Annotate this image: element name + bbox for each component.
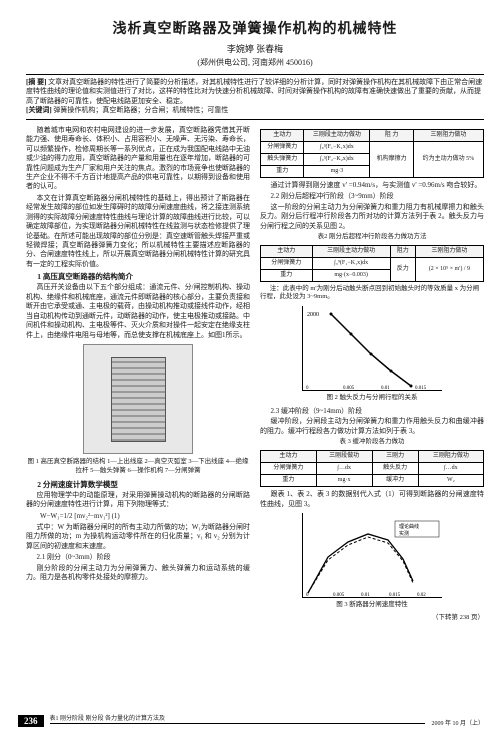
table-row: 主动力 三刚段主动力做功 阻 力 三刚阻力做功 <box>261 129 484 141</box>
svg-text:0.02: 0.02 <box>417 593 426 598</box>
svg-text:0.015: 0.015 <box>389 593 401 598</box>
continue-note: （下转第 238 页） <box>260 614 484 623</box>
page-container: 浅析真空断路器及弹簧操作机构的机械特性 李婉婷 张春梅 (郑州供电公司, 河南郑… <box>0 0 502 632</box>
svg-text:0.015: 0.015 <box>415 386 427 391</box>
th: 三刚阻力做功 <box>413 129 483 141</box>
abstract-label: [摘 要] <box>26 78 46 86</box>
left-column: 随着城市电网和农村电网建设的进一步发展，真空断路器凭借其开断能力强、使用寿命长、… <box>26 126 250 623</box>
abstract-row: [摘 要] 文章对真空断路器的特性进行了简要的分析描述，对其机械特性进行了较详细… <box>26 78 484 106</box>
legend-label: 理论曲线 <box>399 523 419 530</box>
keywords-row: [关键词] 弹簧操作机构；真空断路器；分合闸；机械特性；可靠性 <box>26 106 484 115</box>
para: 随着城市电网和农村电网建设的进一步发展，真空断路器凭借其开断能力强、使用寿命长、… <box>26 126 250 192</box>
section-1-head: 1 高压真空断路器的结构简介 <box>26 272 250 282</box>
chart-2-svg: 2000 0 0.005 0.01 0.015 <box>303 306 443 391</box>
svg-text:0.01: 0.01 <box>361 593 370 598</box>
figure-2-caption: 图 2 触头反力与分闸行程的关系 <box>260 394 484 403</box>
affiliation: (郑州供电公司, 河南郑州 450016) <box>26 57 484 68</box>
breaker-diagram <box>83 344 193 454</box>
svg-text:0.005: 0.005 <box>343 386 355 391</box>
table-2-caption: 表2 刚分后超程冲行阶段各力做功方法 <box>260 233 484 242</box>
figure-3: 理论曲线 实测 0 0.005 0.01 0.015 0.02 图 3 断路器分… <box>260 513 484 610</box>
footer-table-caption: 表1 刚分阶段 刚分段 各力量化的计算方法及 <box>50 713 426 724</box>
svg-text:0.01: 0.01 <box>381 386 390 391</box>
para: 这一阶段的分闸主动力为分闸弹簧力和重力阻力有机械摩擦力和触头反力。刚分后行程冲行… <box>260 203 484 231</box>
th: 三刚段主动力做功 <box>304 129 370 141</box>
table-row: 分闸弹簧力 ∫…dx 触头反力 ∫…dx <box>261 463 484 475</box>
table-row: 主动力 三刚段主动力做功 阻力 三刚阻力做功 <box>261 245 484 257</box>
authors: 李婉婷 张春梅 <box>26 42 484 55</box>
svg-text:0: 0 <box>306 386 309 391</box>
figure-2: 2000 0 0.005 0.01 0.015 图 2 触头反力与分闸行程的关系 <box>260 306 484 403</box>
para: 缓冲阶段，分闸段主动为分闸弹簧力和重力作用触头反力和曲缓冲器的阻力。缓冲行程段各… <box>260 417 484 436</box>
page-footer: 236 表1 刚分阶段 刚分段 各力量化的计算方法及 2009 年 10 月（上… <box>18 713 484 727</box>
keywords-text: 弹簧操作机构；真空断路器；分合闸；机械特性；可靠性 <box>53 106 228 114</box>
table-row: 分闸弹簧力 ∫₃⁹(F₁−K₁x)dx 反力 (2 × 10⁵ × m') / … <box>261 257 484 269</box>
svg-text:0.005: 0.005 <box>333 593 345 598</box>
right-column: 主动力 三刚段主动力做功 阻 力 三刚阻力做功 分闸弹簧力 ∫₀³(F₁−K₁x… <box>260 126 484 623</box>
keywords-label: [关键词] <box>26 106 52 114</box>
page-number: 236 <box>18 715 44 727</box>
chart-3: 理论曲线 实测 0 0.005 0.01 0.015 0.02 <box>302 513 442 598</box>
subsection-2-2: 2.2 刚分后超程冲行阶段（3~9mm）阶段 <box>260 192 484 201</box>
table-2-note: 注：此表中的 m'为刚分后动触头断点回到初始触头时的等效质量 x 为分闸行程，此… <box>260 285 484 303</box>
para: 跟表 1、表 2、表 3 的数据别代入式（1）可得到断路器的分闸速度特性曲线，见… <box>260 490 484 509</box>
chart-2: 2000 0 0.005 0.01 0.015 <box>302 306 442 391</box>
figure-1: 图 1 高压真空断路器的结构 1—上出线座 2—真空灭弧室 3—下出线座 4—绝… <box>26 344 250 476</box>
abstract-text: 文章对真空断路器的特性进行了简要的分析描述，对其机械特性进行了较详细的分析计算，… <box>26 78 482 105</box>
th: 阻 力 <box>370 129 413 141</box>
subsection-2-3: 2.3 缓冲阶段（9~14mm）阶段 <box>260 407 484 416</box>
table-3: 主动力 三刚段做功 三刚力 三刚阻力做功 分闸弹簧力 ∫…dx 触头反力 ∫…d… <box>260 450 484 487</box>
table-3-caption: 表 3 缓冲阶段各力做功 <box>260 438 484 447</box>
subsection-2-1: 2.1 刚分（0~3mm）阶段 <box>26 553 250 562</box>
table-row: 分闸弹簧力 ∫₀³(F₁−K₁x)dx 机构摩擦力 约为主动力做功 5% <box>261 141 484 153</box>
para: 式中：W 为断路器分闸时的所有主动力所做的功；W₁为断路器分闸时阻力所做的功；m… <box>26 523 250 551</box>
para: 通过计算得到刚分速度 v' =0.94m/s，与实测值 v' =0.96m/s … <box>260 181 484 190</box>
abstract-block: [摘 要] 文章对真空断路器的特性进行了简要的分析描述，对其机械特性进行了较详细… <box>26 74 484 120</box>
legend-label: 实测 <box>399 530 409 537</box>
breaker-diagram-inner <box>111 357 166 442</box>
paper-title: 浅析真空断路器及弹簧操作机构的机械特性 <box>26 18 484 38</box>
para: 刚分阶段的分闸主动力为分闸弹簧力、触头弹簧力和运动系统的缓力。阻力是各机构零件处… <box>26 564 250 583</box>
formula-1: W−W₁=1/2 [mv₂²−mv₁²] (1) <box>26 512 250 521</box>
th: 主动力 <box>261 129 304 141</box>
figure-1-caption: 图 1 高压真空断路器的结构 1—上出线座 2—真空灭弧室 3—下出线座 4—绝… <box>26 458 250 476</box>
chart-line <box>331 314 411 386</box>
para: 高压开关设备由以下五个部分组成：通流元件、分/闸控制机构、操动机构、绝缘件和机械… <box>26 283 250 340</box>
para: 应用物理学中的动能原理，对采用弹簧操动机构的断路器的分闸断路器的分闸速度特性进行… <box>26 491 250 510</box>
para: 本文在计算真空断路器分闸机械特性的基础上，得出预计了斯路器在经常发生故障的部位如… <box>26 194 250 270</box>
footer-date: 2009 年 10 月（上） <box>431 718 484 727</box>
section-2-head: 2 分闸速度计算数学模型 <box>26 480 250 490</box>
table-1: 主动力 三刚段主动力做功 阻 力 三刚阻力做功 分闸弹簧力 ∫₀³(F₁−K₁x… <box>260 129 484 178</box>
two-column-body: 随着城市电网和农村电网建设的进一步发展，真空断路器凭借其开断能力强、使用寿命长、… <box>26 126 484 623</box>
svg-text:0: 0 <box>306 593 309 598</box>
table-2: 主动力 三刚段主动力做功 阻力 三刚阻力做功 分闸弹簧力 ∫₃⁹(F₁−K₁x)… <box>260 245 484 282</box>
chart-3-svg: 理论曲线 实测 0 0.005 0.01 0.015 0.02 <box>303 513 443 598</box>
y-tick: 2000 <box>307 312 319 318</box>
figure-3-caption: 图 3 断路器分闸速度特性 <box>260 601 484 610</box>
table-row: 主动力 三刚段做功 三刚力 三刚阻力做功 <box>261 451 484 463</box>
series-theory <box>308 534 413 593</box>
table-row: 重力 mg·x 缓冲力 W₂ <box>261 475 484 487</box>
